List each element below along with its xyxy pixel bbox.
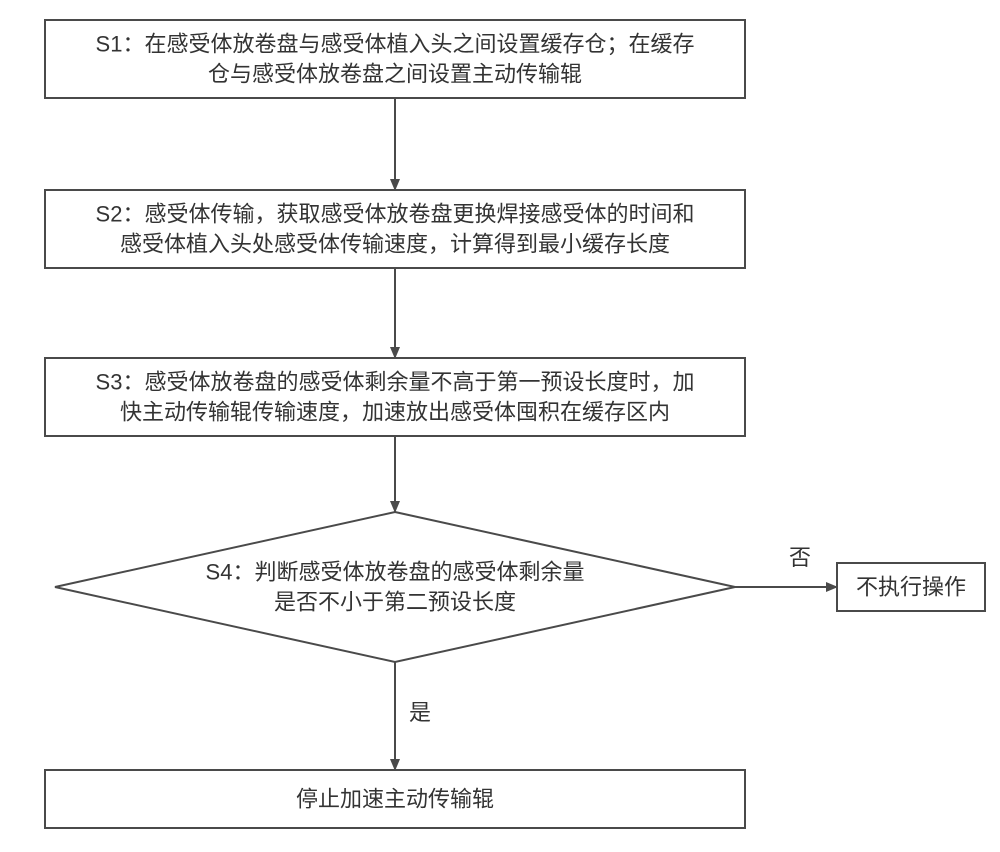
decision-diamond — [55, 512, 735, 662]
flow-node-s3: S3：感受体放卷盘的感受体剩余量不高于第一预设长度时，加快主动传输辊传输速度，加… — [45, 358, 745, 436]
edge-label-no: 否 — [789, 545, 811, 570]
edge-label-yes: 是 — [409, 700, 431, 725]
flow-node-s4: S4：判断感受体放卷盘的感受体剩余量是否不小于第二预设长度 — [55, 512, 735, 662]
flow-node-noop: 不执行操作 — [837, 563, 985, 611]
flow-node-s1: S1：在感受体放卷盘与感受体植入头之间设置缓存仓；在缓存仓与感受体放卷盘之间设置… — [45, 20, 745, 98]
flow-node-s2: S2：感受体传输，获取感受体放卷盘更换焊接感受体的时间和感受体植入头处感受体传输… — [45, 190, 745, 268]
node-text-noop: 不执行操作 — [856, 574, 966, 599]
node-text-stop: 停止加速主动传输辊 — [296, 786, 494, 811]
flow-node-stop: 停止加速主动传输辊 — [45, 770, 745, 828]
